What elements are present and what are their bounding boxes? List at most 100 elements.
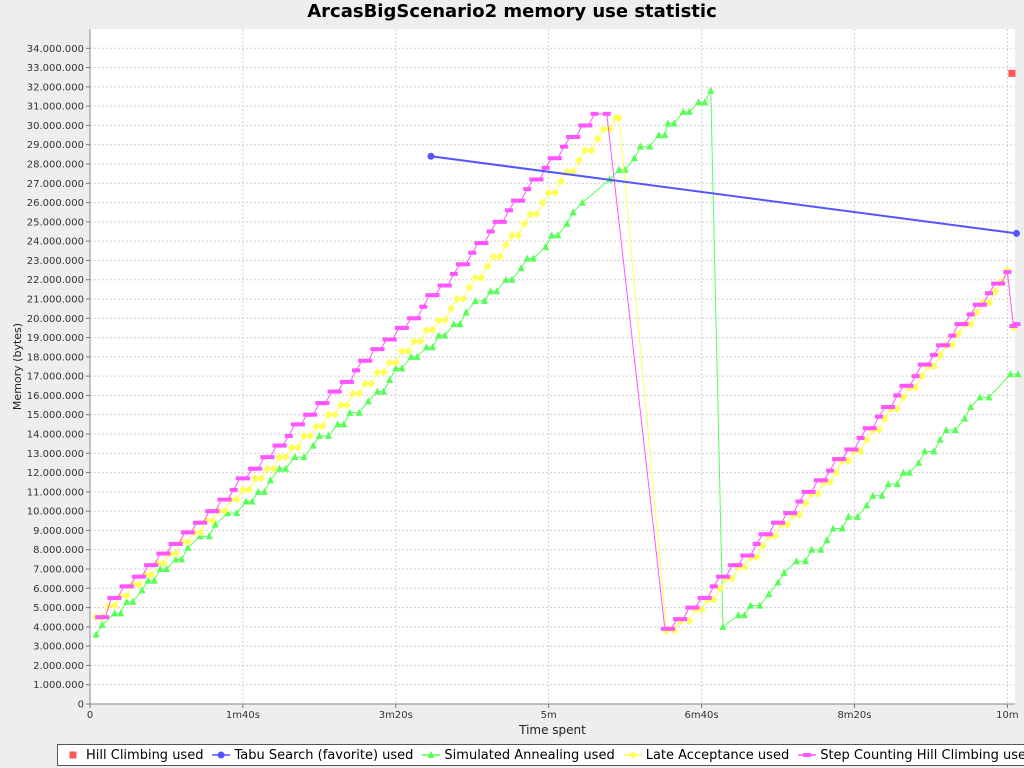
data-point-simulated-annealing-used <box>392 364 400 372</box>
data-point-simulated-annealing-used <box>734 611 742 619</box>
data-point-step-counting-hill-climbing-used <box>205 509 214 514</box>
data-point-late-acceptance-used <box>410 337 419 346</box>
data-point-late-acceptance-used <box>459 295 468 303</box>
data-point-simulated-annealing-used <box>276 464 284 472</box>
data-point-step-counting-hill-climbing-used <box>911 374 920 379</box>
data-point-simulated-annealing-used <box>260 487 268 495</box>
y-tick-label: 0 <box>78 700 84 711</box>
data-point-late-acceptance-used <box>801 499 810 508</box>
data-point-simulated-annealing-used <box>428 343 436 351</box>
data-point-late-acceptance-used <box>575 156 584 165</box>
data-point-step-counting-hill-climbing-used <box>486 229 495 234</box>
data-point-simulated-annealing-used <box>138 586 146 594</box>
data-point-late-acceptance-used <box>954 329 963 338</box>
data-point-step-counting-hill-climbing-used <box>419 304 428 309</box>
data-point-late-acceptance-used <box>434 316 443 325</box>
data-point-simulated-annealing-used <box>792 557 800 565</box>
x-tick-label: 6m40s <box>685 710 719 721</box>
y-tick-label: 14.000.000 <box>27 430 84 441</box>
data-point-simulated-annealing-used <box>364 397 372 405</box>
data-point-step-counting-hill-climbing-used <box>180 530 189 535</box>
data-point-simulated-annealing-used <box>746 601 754 609</box>
y-tick-label: 5.000.000 <box>33 603 84 614</box>
data-point-simulated-annealing-used <box>282 464 290 472</box>
data-point-simulated-annealing-used <box>951 426 959 434</box>
data-point-late-acceptance-used <box>550 188 559 197</box>
data-point-late-acceptance-used <box>465 283 474 292</box>
data-point-simulated-annealing-used <box>630 154 638 162</box>
data-point-simulated-annealing-used <box>899 468 907 476</box>
data-point-simulated-annealing-used <box>517 264 525 272</box>
y-tick-label: 7.000.000 <box>33 565 84 576</box>
data-point-step-counting-hill-climbing-used <box>923 362 932 367</box>
x-tick-label: 10m <box>996 710 1018 721</box>
data-point-step-counting-hill-climbing-used <box>456 262 464 267</box>
data-point-simulated-annealing-used <box>780 568 788 576</box>
data-point-late-acceptance-used <box>416 337 425 346</box>
y-tick-label: 21.000.000 <box>27 295 84 306</box>
data-point-step-counting-hill-climbing-used <box>217 497 226 502</box>
data-point-step-counting-hill-climbing-used <box>795 499 804 504</box>
data-point-late-acceptance-used <box>147 570 156 579</box>
data-point-step-counting-hill-climbing-used <box>777 520 786 525</box>
data-point-late-acceptance-used <box>881 414 890 423</box>
data-point-late-acceptance-used <box>324 410 333 419</box>
data-point-simulated-annealing-used <box>398 364 406 372</box>
data-point-step-counting-hill-climbing-used <box>917 362 926 367</box>
data-point-step-counting-hill-climbing-used <box>284 433 293 438</box>
data-point-simulated-annealing-used <box>309 441 317 449</box>
y-tick-label: 20.000.000 <box>27 314 84 325</box>
data-point-simulated-annealing-used <box>942 426 950 434</box>
data-point-step-counting-hill-climbing-used <box>770 520 779 525</box>
data-point-step-counting-hill-climbing-used <box>929 352 938 357</box>
data-point-step-counting-hill-climbing-used <box>844 447 853 452</box>
data-point-late-acceptance-used <box>342 401 351 410</box>
data-point-step-counting-hill-climbing-used <box>511 198 520 203</box>
data-point-late-acceptance-used <box>300 431 309 440</box>
data-point-late-acceptance-used <box>899 393 908 402</box>
data-point-simulated-annealing-used <box>802 557 810 565</box>
data-point-simulated-annealing-used <box>487 287 495 295</box>
data-point-simulated-annealing-used <box>884 480 892 488</box>
data-point-late-acceptance-used <box>752 553 761 562</box>
x-tick-label: 8m20s <box>837 710 871 721</box>
data-point-step-counting-hill-climbing-used <box>856 435 865 440</box>
data-point-step-counting-hill-climbing-used <box>437 283 446 288</box>
data-point-simulated-annealing-used <box>808 545 816 553</box>
data-point-simulated-annealing-used <box>976 393 984 401</box>
data-point-step-counting-hill-climbing-used <box>905 383 914 388</box>
data-point-simulated-annealing-used <box>646 142 654 150</box>
data-point-late-acceptance-used <box>587 146 596 155</box>
data-point-step-counting-hill-climbing-used <box>559 144 568 149</box>
data-point-step-counting-hill-climbing-used <box>327 389 336 394</box>
data-point-late-acceptance-used <box>948 341 957 350</box>
data-point-step-counting-hill-climbing-used <box>278 443 287 448</box>
data-point-simulated-annealing-used <box>774 578 782 586</box>
y-tick-label: 15.000.000 <box>27 410 84 421</box>
y-tick-label: 28.000.000 <box>27 160 84 171</box>
data-point-step-counting-hill-climbing-used <box>119 584 128 589</box>
y-tick-label: 3.000.000 <box>33 642 84 653</box>
data-point-step-counting-hill-climbing-used <box>480 241 489 246</box>
data-point-late-acceptance-used <box>544 188 553 197</box>
y-tick-label: 2.000.000 <box>33 661 84 672</box>
data-point-step-counting-hill-climbing-used <box>333 389 342 394</box>
chart-title: ArcasBigScenario2 memory use statistic <box>307 1 717 22</box>
y-tick-label: 25.000.000 <box>27 217 84 228</box>
data-point-step-counting-hill-climbing-used <box>590 111 599 116</box>
data-point-step-counting-hill-climbing-used <box>740 553 749 558</box>
data-point-step-counting-hill-climbing-used <box>345 379 354 384</box>
data-point-simulated-annealing-used <box>373 387 381 395</box>
y-tick-label: 34.000.000 <box>27 44 84 55</box>
data-point-step-counting-hill-climbing-used <box>881 405 890 409</box>
data-point-simulated-annealing-used <box>233 509 241 517</box>
data-point-step-counting-hill-climbing-used <box>978 302 987 307</box>
data-point-step-counting-hill-climbing-used <box>376 347 385 352</box>
data-point-late-acceptance-used <box>379 368 388 377</box>
data-point-simulated-annealing-used <box>508 275 516 283</box>
data-point-late-acceptance-used <box>526 210 535 219</box>
data-point-late-acceptance-used <box>556 177 565 186</box>
data-point-late-acceptance-used <box>685 617 694 626</box>
data-point-late-acceptance-used <box>795 511 804 519</box>
data-point-step-counting-hill-climbing-used <box>156 551 165 556</box>
